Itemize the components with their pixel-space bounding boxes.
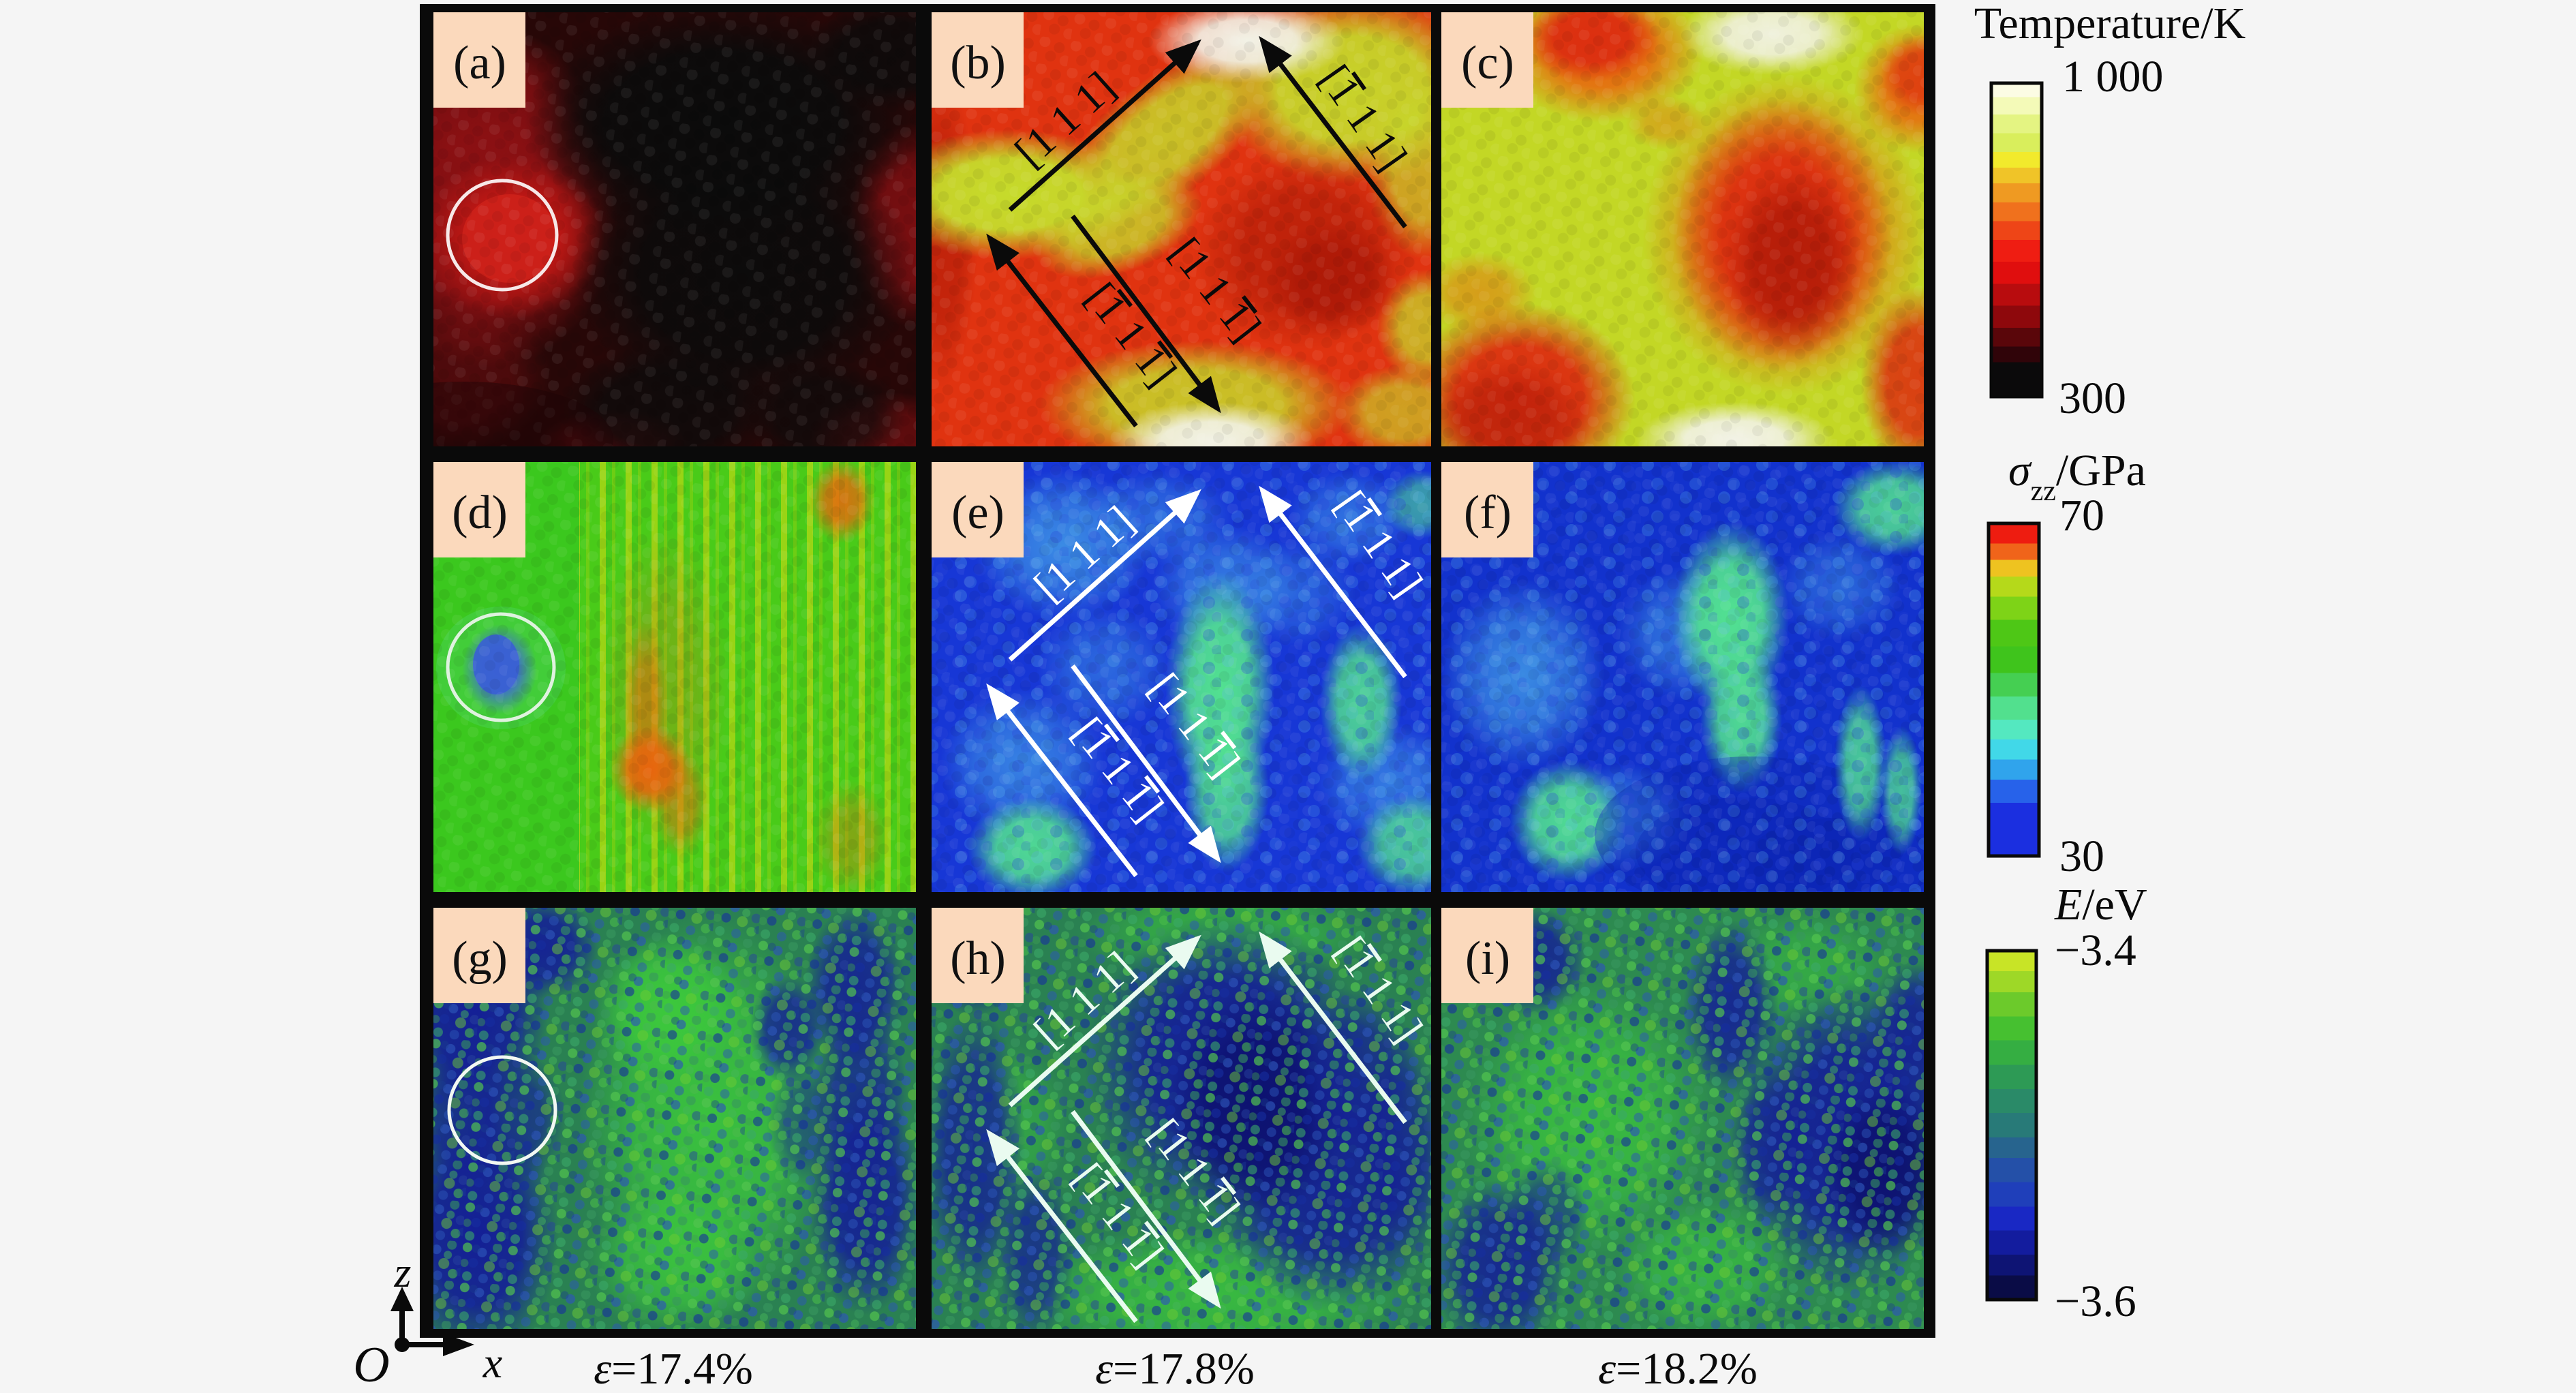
- svg-text:(b): (b): [950, 37, 1006, 89]
- svg-text:(c): (c): [1461, 37, 1514, 89]
- svg-text:σzz/GPa: σzz/GPa: [2008, 446, 2146, 507]
- svg-text:x: x: [482, 1338, 502, 1387]
- svg-text:(g): (g): [452, 932, 508, 985]
- svg-text:Temperature/K: Temperature/K: [1974, 0, 2246, 48]
- svg-text:ε=17.4%: ε=17.4%: [594, 1344, 753, 1393]
- svg-text:(i): (i): [1465, 932, 1510, 985]
- svg-text:(a): (a): [453, 37, 506, 89]
- svg-text:E/eV: E/eV: [2054, 880, 2147, 930]
- svg-text:300: 300: [2059, 373, 2126, 423]
- svg-text:1 000: 1 000: [2062, 52, 2164, 102]
- svg-text:70: 70: [2059, 491, 2104, 540]
- svg-text:−3.4: −3.4: [2055, 925, 2136, 975]
- svg-text:(e): (e): [951, 487, 1005, 539]
- svg-text:(f): (f): [1464, 487, 1512, 539]
- svg-text:z: z: [394, 1248, 412, 1296]
- svg-text:O: O: [353, 1337, 389, 1393]
- svg-text:30: 30: [2059, 831, 2104, 881]
- svg-text:−3.6: −3.6: [2055, 1276, 2136, 1326]
- svg-text:ε=18.2%: ε=18.2%: [1598, 1344, 1758, 1393]
- svg-text:(h): (h): [950, 932, 1006, 985]
- svg-text:ε=17.8%: ε=17.8%: [1095, 1344, 1255, 1393]
- svg-text:(d): (d): [452, 487, 508, 539]
